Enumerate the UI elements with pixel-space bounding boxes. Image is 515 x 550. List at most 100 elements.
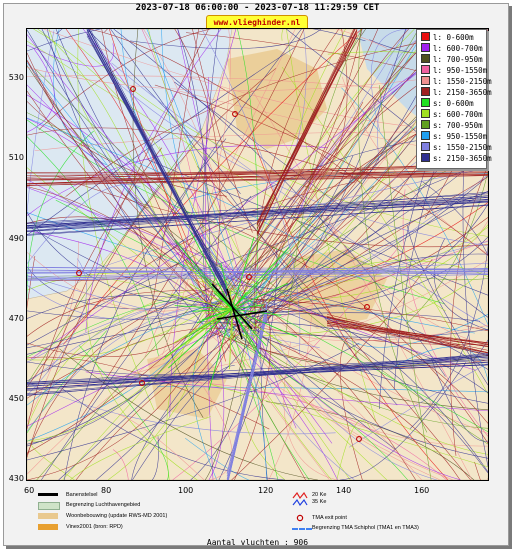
x-tick-label: 120 [258, 486, 274, 495]
flight-track [27, 355, 488, 394]
flight-track [27, 290, 231, 337]
flight-track [69, 416, 211, 480]
tma-exit-point [356, 436, 362, 442]
flight-track [109, 29, 210, 311]
flight-track [231, 258, 433, 480]
flight-track [30, 440, 75, 480]
flight-track [27, 320, 238, 427]
flight-track [174, 305, 233, 310]
y-tick-label: 510 [8, 153, 24, 162]
flight-track [231, 308, 262, 357]
flight-track [27, 312, 481, 355]
flight-track [235, 315, 488, 455]
flight-track [357, 29, 428, 433]
flight-track [27, 382, 336, 435]
y-tick-label: 470 [8, 314, 24, 323]
flight-track [85, 298, 198, 480]
flight-track [27, 205, 488, 235]
flight-track [127, 436, 159, 480]
flight-track [259, 191, 488, 312]
flight-track [174, 239, 233, 310]
flight-track [27, 171, 488, 174]
legend-label: s: 2150-3650m [433, 154, 492, 163]
flight-track [168, 259, 488, 376]
flight-track [196, 308, 233, 324]
flight-track [118, 414, 205, 480]
flight-track [326, 321, 488, 353]
airport-boundary-label: Begrenzing Luchthavengebied [66, 502, 141, 508]
flight-track [48, 29, 239, 291]
legend-swatch [421, 153, 430, 162]
legend-item: l: 700-950m [421, 54, 483, 65]
flight-track [162, 308, 233, 361]
flight-track [251, 204, 488, 313]
flight-track [144, 380, 447, 480]
flight-track [37, 29, 167, 244]
flight-track [131, 298, 259, 480]
flight-track [27, 47, 295, 236]
flight-track [196, 165, 471, 480]
flight-track [27, 167, 218, 311]
flight-track [192, 29, 253, 233]
tma-exit-point [232, 111, 238, 117]
flight-track [27, 342, 360, 461]
flight-track [239, 236, 488, 315]
flight-track [326, 317, 488, 348]
flight-track [27, 287, 213, 455]
legend-label: s: 700-950m [433, 121, 483, 130]
legend-label: l: 0-600m [433, 33, 474, 42]
flight-track [112, 449, 129, 480]
flight-track [107, 298, 211, 480]
flight-track [161, 29, 255, 306]
flight-track [152, 240, 330, 480]
flight-track [230, 333, 488, 411]
flight-track [172, 247, 399, 480]
flight-track [205, 77, 214, 480]
flight-track [402, 189, 488, 437]
contour-20-label: 20 Ke [312, 492, 327, 498]
flight-track [27, 184, 141, 264]
flight-track [58, 72, 461, 480]
map-urban-area [147, 349, 227, 419]
x-tick-label: 80 [101, 486, 112, 495]
flight-track [27, 201, 488, 229]
flight-track [315, 206, 488, 346]
flight-track [86, 33, 228, 292]
map-canvas [27, 29, 488, 480]
flight-track [227, 307, 268, 480]
flight-track [55, 199, 488, 433]
runway-label: Banenstelsel [66, 492, 98, 498]
flight-track [213, 292, 233, 310]
flight-track [339, 337, 363, 480]
flight-track [260, 335, 461, 480]
flight-track [186, 259, 233, 310]
tma-exit-point [139, 380, 145, 386]
flight-track [27, 166, 488, 180]
legend-swatch [421, 142, 430, 151]
legend-item: s: 600-700m [421, 109, 483, 120]
flight-track [239, 331, 388, 480]
flight-track [27, 52, 149, 209]
legend-item: l: 950-1550m [421, 65, 487, 76]
flight-track [243, 29, 346, 295]
flight-track [27, 270, 488, 281]
flight-count: Aantal vluchten : 906 [206, 538, 309, 547]
flight-track [154, 84, 488, 256]
flight-track [208, 308, 233, 391]
flight-track [111, 62, 488, 328]
legend-item: s: 950-1550m [421, 131, 487, 142]
flight-track [86, 33, 228, 290]
flight-track [27, 198, 488, 229]
flight-track [247, 299, 488, 474]
flight-track [157, 386, 488, 393]
flight-track [208, 302, 225, 480]
legend-swatch [421, 76, 430, 85]
flight-track [242, 240, 488, 334]
flight-track [191, 308, 233, 347]
flight-track [218, 226, 488, 295]
legend-swatch [421, 109, 430, 118]
flight-track [283, 341, 338, 480]
legend-item: s: 1550-2150m [421, 142, 492, 153]
flight-track [209, 29, 436, 320]
flight-track [27, 163, 488, 185]
